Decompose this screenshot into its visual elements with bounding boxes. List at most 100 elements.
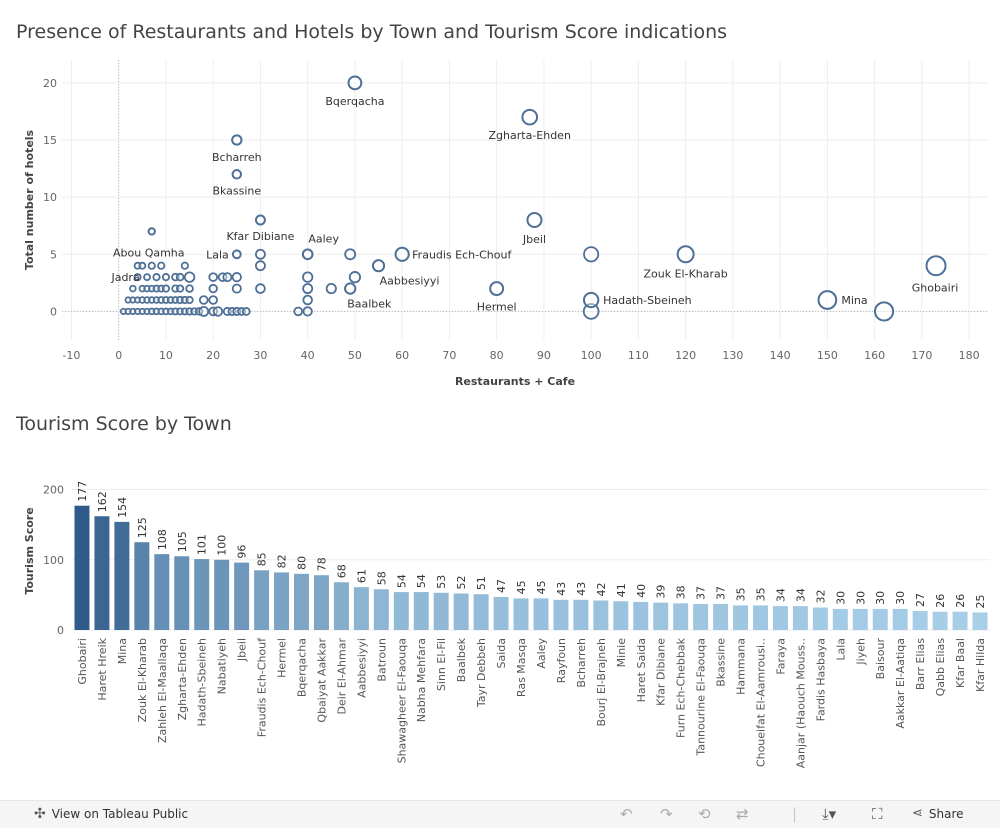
point-label: Bqerqacha (325, 95, 384, 108)
bar-value-label: 96 (236, 545, 249, 559)
scatter-point (147, 227, 156, 236)
point-label: Jadra (110, 271, 139, 284)
bar-value-label: 154 (116, 497, 129, 518)
category-label: Hammana (735, 638, 748, 695)
scatter-point (302, 306, 313, 317)
bar-value-label: 30 (894, 591, 907, 605)
y-tick-label: 10 (43, 191, 57, 204)
scatter-point (255, 283, 266, 294)
category-label: Kfar Hilda (974, 638, 987, 692)
scatter-point (526, 212, 543, 228)
revert-icon[interactable]: ⟲ (698, 805, 711, 823)
bar (114, 521, 130, 630)
x-tick-label: 50 (348, 349, 362, 362)
bar-value-label: 25 (974, 594, 987, 608)
point-label: Kfar Dibiane (226, 230, 294, 243)
category-label: Baisour (874, 638, 887, 680)
bar-value-label: 125 (136, 517, 149, 538)
bar-value-label: 47 (495, 579, 508, 593)
bar-value-label: 37 (715, 586, 728, 600)
bar (952, 611, 968, 630)
bar-value-label: 82 (276, 554, 289, 568)
bar-value-label: 26 (934, 594, 947, 608)
category-label: Sinn El-Fil (435, 638, 448, 691)
point-label: Hermel (477, 301, 517, 314)
x-tick-label: 140 (770, 349, 791, 362)
bar (74, 505, 90, 630)
x-tick-label: 80 (490, 349, 504, 362)
scatter-point (676, 245, 695, 264)
bar (972, 612, 988, 630)
category-label: Minie (615, 638, 628, 668)
bar-value-label: 32 (814, 590, 827, 604)
scatter-point (521, 108, 539, 126)
x-tick-label: -10 (62, 349, 80, 362)
bar-value-label: 30 (874, 591, 887, 605)
view-on-tableau-link[interactable]: ✣ View on Tableau Public (34, 806, 188, 822)
bar-value-label: 43 (575, 582, 588, 596)
bar-value-label: 35 (735, 587, 748, 601)
bar (693, 604, 709, 630)
scatter-point (231, 283, 242, 294)
category-label: Kfar Dibiane (655, 638, 668, 706)
point-label: Abou Qamha (113, 246, 185, 259)
scatter-point (176, 284, 185, 293)
bar (94, 516, 110, 630)
bar (653, 602, 669, 630)
scatter-chart[interactable]: -10 0 10 20 30 40 50 60 70 80 90 100 110 120 130 140 150… (0, 0, 1000, 400)
bar (154, 554, 170, 630)
bar (872, 608, 888, 630)
category-label: Saida (495, 638, 508, 669)
bar (194, 559, 210, 630)
category-label: Hermel (276, 638, 289, 678)
bar (553, 599, 569, 630)
undo-icon[interactable]: ↶ (620, 805, 633, 823)
bar (733, 605, 749, 630)
scatter-point (394, 246, 410, 262)
category-label: Hadath-Sbeineh (196, 638, 209, 727)
bar-value-label: 34 (774, 588, 787, 602)
scatter-point (344, 248, 357, 261)
category-label: Haret Saida (635, 638, 648, 702)
x-tick-label: 130 (722, 349, 743, 362)
category-label: Bkassine (715, 638, 728, 687)
bar (393, 592, 409, 630)
y-tick-label: 0 (50, 305, 57, 318)
bar-value-label: 58 (375, 571, 388, 585)
bar-value-label: 108 (156, 529, 169, 550)
tableau-logo-icon: ✣ (34, 806, 46, 822)
category-label: Nabatiyeh (216, 638, 229, 694)
x-tick-label: 90 (537, 349, 551, 362)
x-tick-label: 180 (959, 349, 980, 362)
redo-icon[interactable]: ↷ (660, 805, 673, 823)
category-label: Fraudis Ech-Chouf (256, 637, 269, 737)
scatter-point (208, 272, 218, 282)
category-label: Qbaiyat Aakkar (315, 638, 328, 723)
bar (533, 598, 549, 630)
bar-chart-title: Tourism Score by Town (16, 413, 232, 435)
x-tick-label: 10 (159, 349, 173, 362)
refresh-icon[interactable]: ⇄ (736, 805, 749, 823)
download-icon[interactable]: ⤓▾ (822, 805, 837, 823)
bar-value-label: 34 (794, 588, 807, 602)
point-label: Zgharta-Ehden (489, 129, 571, 142)
category-label: Bqerqacha (296, 638, 309, 697)
y-axis-label: Tourism Score (23, 507, 36, 594)
scatter-point (371, 259, 386, 273)
bar-value-label: 51 (475, 576, 488, 590)
fullscreen-icon[interactable]: ⛶ (872, 805, 883, 823)
category-label: Jiyeh (854, 638, 867, 666)
category-label: Aakkar El-Aatiqa (894, 638, 907, 729)
scatter-point (198, 295, 209, 305)
x-tick-label: 100 (581, 349, 602, 362)
share-button[interactable]: ⋖ Share (912, 806, 964, 821)
bar (254, 570, 270, 630)
bar-chart[interactable]: 0 100 200 Tourism Score 177 Ghobairi 162 Haret … (0, 410, 1000, 800)
x-tick-label: 110 (628, 349, 649, 362)
bar (333, 582, 349, 630)
scatter-point (347, 75, 363, 91)
scatter-point (138, 261, 147, 270)
scatter-point (582, 291, 600, 309)
x-tick-label: 40 (301, 349, 315, 362)
bar-value-label: 100 (216, 535, 229, 556)
